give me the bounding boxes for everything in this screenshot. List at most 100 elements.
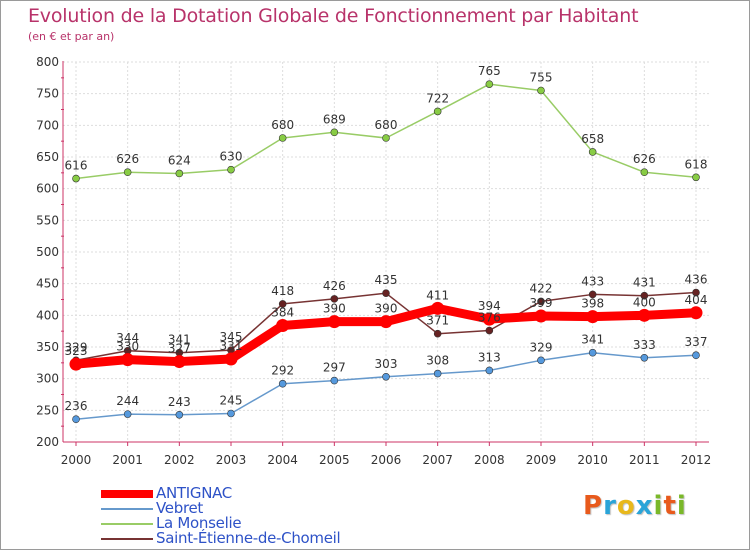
data-point <box>586 310 600 324</box>
data-point <box>175 169 184 178</box>
data-point <box>689 306 703 320</box>
data-label: 376 <box>478 311 501 325</box>
data-label: 390 <box>323 302 346 316</box>
data-point <box>382 372 390 381</box>
y-tick-label: 200 <box>36 435 59 449</box>
x-tick-label: 2000 <box>61 453 92 467</box>
data-label: 333 <box>633 338 656 352</box>
x-tick-label: 2006 <box>371 453 402 467</box>
legend-swatch <box>101 538 153 540</box>
data-label: 329 <box>65 340 88 354</box>
x-tick-label: 2005 <box>319 453 350 467</box>
data-point <box>121 353 135 367</box>
data-label: 431 <box>633 276 656 290</box>
x-tick-label: 2009 <box>526 453 557 467</box>
data-label: 308 <box>426 354 449 368</box>
data-label: 426 <box>323 279 346 293</box>
data-point <box>485 80 494 88</box>
data-label: 323 <box>65 344 88 358</box>
x-tick-label: 2004 <box>267 453 298 467</box>
y-tick-label: 750 <box>36 87 59 101</box>
data-point <box>278 300 287 308</box>
y-tick-label: 800 <box>36 55 59 69</box>
data-label: 404 <box>685 293 708 307</box>
data-point <box>172 355 186 369</box>
data-label: 390 <box>375 302 398 316</box>
data-label: 337 <box>685 335 708 349</box>
data-label: 436 <box>685 273 708 287</box>
data-label: 384 <box>271 305 294 319</box>
x-tick-label: 2001 <box>112 453 143 467</box>
data-point <box>537 356 545 365</box>
x-tick-label: 2007 <box>422 453 453 467</box>
y-tick-label: 500 <box>36 245 59 259</box>
data-label: 244 <box>116 394 139 408</box>
data-label: 418 <box>271 284 294 298</box>
data-point <box>379 315 393 329</box>
data-point <box>588 348 597 357</box>
chart-title: Evolution de la Dotation Globale de Fonc… <box>28 5 639 27</box>
data-point <box>692 288 700 297</box>
data-point <box>276 318 290 332</box>
y-tick-label: 350 <box>36 340 59 354</box>
data-label: 680 <box>271 118 294 132</box>
data-point <box>330 295 339 303</box>
data-point <box>692 173 700 182</box>
data-label: 371 <box>426 314 449 328</box>
data-label: 394 <box>478 299 501 313</box>
x-tick-label: 2008 <box>474 453 505 467</box>
data-label: 626 <box>633 152 656 166</box>
data-label: 765 <box>478 64 501 78</box>
data-point <box>72 415 80 424</box>
grid-lines <box>63 61 709 443</box>
proxiti-logo: Proxiti <box>583 491 687 521</box>
data-point <box>692 351 700 360</box>
data-point <box>330 128 339 137</box>
data-point <box>637 308 651 322</box>
data-label: 292 <box>271 364 294 378</box>
y-tick-label: 300 <box>36 372 59 386</box>
data-point <box>227 165 235 174</box>
data-point <box>123 168 132 176</box>
data-point <box>485 366 494 375</box>
data-label: 303 <box>375 357 398 371</box>
data-label: 689 <box>323 112 346 126</box>
data-labels: 616 626 624 630 680 689 680 722 765 755 658 626 618 2… <box>65 64 708 413</box>
data-point <box>227 409 235 418</box>
data-label: 243 <box>168 395 191 409</box>
data-point <box>537 86 545 95</box>
legend-swatch <box>101 490 153 498</box>
data-point <box>327 315 341 329</box>
data-label: 327 <box>168 342 191 356</box>
data-label: 344 <box>116 331 139 345</box>
data-point <box>640 291 649 300</box>
data-point <box>485 326 494 335</box>
data-label: 345 <box>220 330 243 344</box>
data-point <box>175 410 184 419</box>
data-label: 411 <box>426 288 449 302</box>
x-tick-label: 2011 <box>629 453 660 467</box>
data-label: 618 <box>685 157 708 171</box>
y-tick-label: 550 <box>36 213 59 227</box>
y-tick-label: 650 <box>36 150 59 164</box>
data-point <box>224 352 238 366</box>
data-label: 433 <box>581 274 604 288</box>
y-tick-label: 450 <box>36 277 59 291</box>
data-point <box>433 329 442 338</box>
data-point <box>69 357 83 371</box>
data-point <box>278 134 287 142</box>
data-point <box>433 369 442 378</box>
data-label: 245 <box>220 394 243 408</box>
legend-label: ANTIGNAC <box>156 484 232 502</box>
data-point <box>431 301 445 315</box>
data-label: 331 <box>220 339 243 353</box>
x-tick-label: 2003 <box>216 453 247 467</box>
data-label: 236 <box>65 399 88 413</box>
data-point <box>382 289 390 297</box>
data-point <box>433 107 442 116</box>
legend-label: La Monselie <box>156 514 242 532</box>
data-point <box>537 297 545 306</box>
x-tick-label: 2012 <box>681 453 712 467</box>
